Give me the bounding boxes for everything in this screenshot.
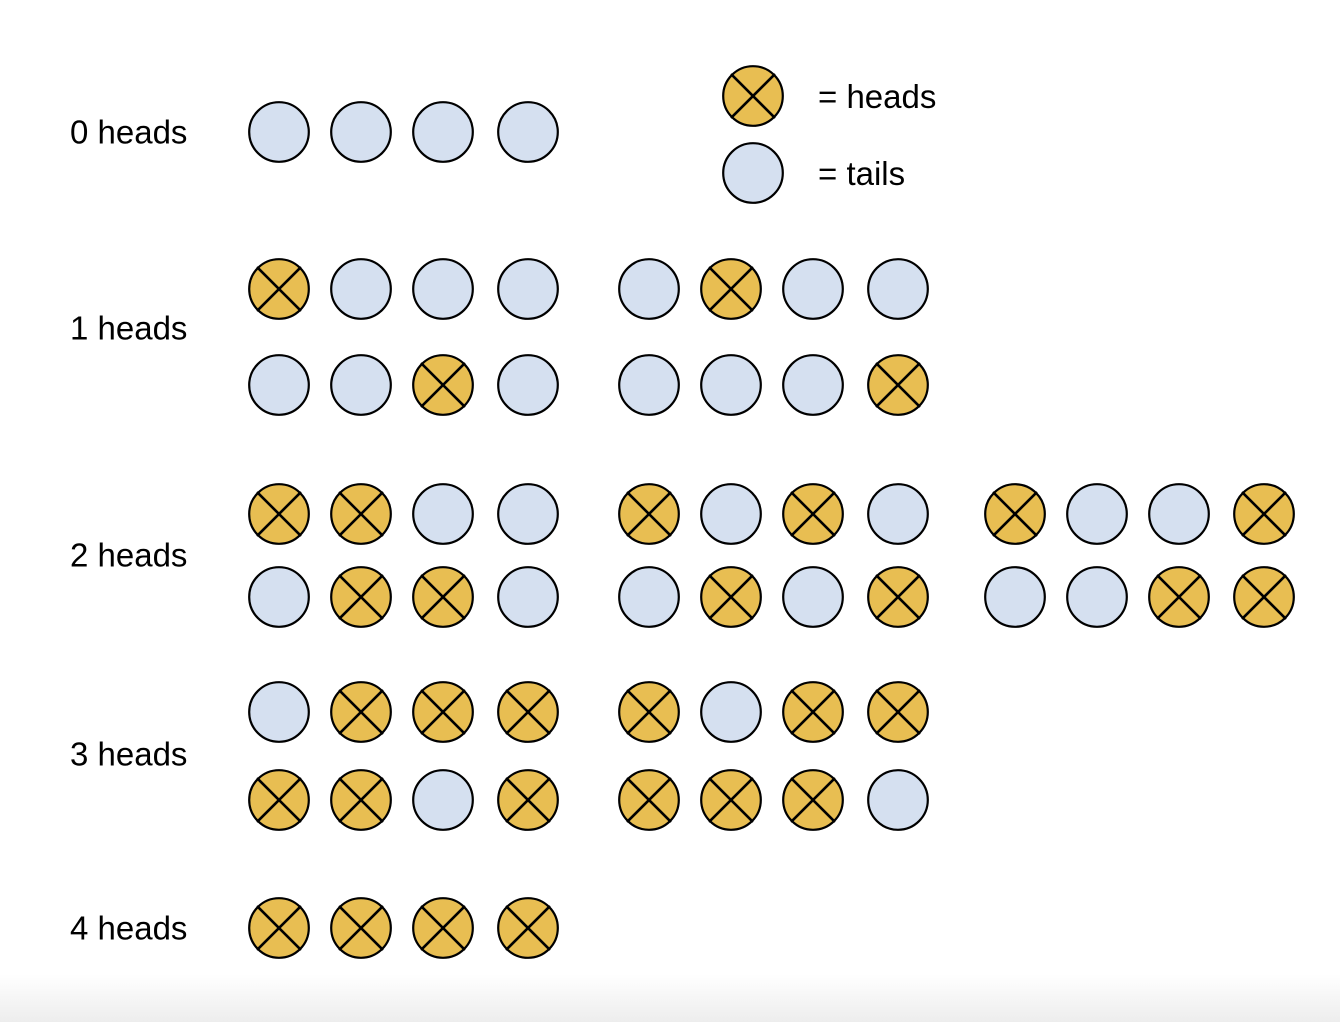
tails-coin bbox=[497, 483, 559, 545]
heads-coin bbox=[782, 681, 844, 743]
heads-coin bbox=[618, 681, 680, 743]
heads-coin bbox=[330, 681, 392, 743]
combination-TTHH bbox=[984, 566, 1296, 628]
tails-coin bbox=[497, 101, 559, 163]
tails-coin bbox=[248, 566, 310, 628]
tails-coin bbox=[867, 258, 929, 320]
heads-coin bbox=[782, 483, 844, 545]
tails-coin bbox=[497, 258, 559, 320]
heads-coin bbox=[330, 769, 392, 831]
heads-coin bbox=[412, 566, 474, 628]
tails-coin bbox=[412, 101, 474, 163]
heads-coin bbox=[330, 566, 392, 628]
tails-coin bbox=[1148, 483, 1210, 545]
legend-item-heads: = heads bbox=[722, 65, 936, 127]
tails-coin bbox=[412, 483, 474, 545]
combination-TTTH bbox=[618, 354, 930, 416]
tails-coin bbox=[867, 483, 929, 545]
bottom-fade bbox=[0, 974, 1340, 1022]
tails-coin bbox=[412, 769, 474, 831]
heads-coin bbox=[867, 566, 929, 628]
heads-coin bbox=[700, 566, 762, 628]
heads-coin bbox=[618, 769, 680, 831]
combination-HTTT bbox=[248, 258, 560, 320]
tails-coin bbox=[1066, 483, 1128, 545]
combination-THHT bbox=[248, 566, 560, 628]
tails-coin bbox=[782, 258, 844, 320]
tails-coin bbox=[618, 354, 680, 416]
heads-coin bbox=[497, 897, 559, 959]
heads-coin bbox=[618, 483, 680, 545]
combination-HHTT bbox=[248, 483, 560, 545]
tails-coin bbox=[248, 681, 310, 743]
combination-HHHT bbox=[618, 769, 930, 831]
tails-coin bbox=[1066, 566, 1128, 628]
row-label-2: 2 heads bbox=[70, 536, 188, 574]
combination-HHHH bbox=[248, 897, 560, 959]
heads-coin bbox=[248, 258, 310, 320]
heads-coin bbox=[1233, 483, 1295, 545]
tails-coin bbox=[700, 483, 762, 545]
combination-HTTH bbox=[984, 483, 1296, 545]
combination-THTT bbox=[618, 258, 930, 320]
tails-coin bbox=[330, 101, 392, 163]
tails-coin-icon bbox=[722, 142, 784, 204]
combination-THTH bbox=[618, 566, 930, 628]
heads-coin bbox=[700, 258, 762, 320]
combination-TTTT bbox=[248, 101, 560, 163]
combination-HTHH bbox=[618, 681, 930, 743]
tails-coin bbox=[248, 354, 310, 416]
legend-item-tails: = tails bbox=[722, 142, 905, 204]
tails-coin bbox=[248, 101, 310, 163]
heads-coin bbox=[412, 354, 474, 416]
combination-HTHT bbox=[618, 483, 930, 545]
heads-coin bbox=[497, 681, 559, 743]
tails-coin bbox=[700, 354, 762, 416]
row-label-0: 0 heads bbox=[70, 113, 188, 151]
heads-coin bbox=[984, 483, 1046, 545]
heads-coin bbox=[1148, 566, 1210, 628]
legend-heads-label: = heads bbox=[818, 77, 937, 115]
tails-coin bbox=[618, 258, 680, 320]
row-label-3: 3 heads bbox=[70, 735, 188, 773]
tails-coin bbox=[330, 258, 392, 320]
legend-tails-label: = tails bbox=[818, 154, 906, 192]
tails-coin bbox=[984, 566, 1046, 628]
combination-THHH bbox=[248, 681, 560, 743]
heads-coin bbox=[248, 769, 310, 831]
tails-coin bbox=[618, 566, 680, 628]
tails-coin bbox=[412, 258, 474, 320]
tails-coin bbox=[330, 354, 392, 416]
heads-coin bbox=[867, 681, 929, 743]
combination-HHTH bbox=[248, 769, 560, 831]
tails-coin bbox=[782, 354, 844, 416]
heads-coin bbox=[782, 769, 844, 831]
heads-coin bbox=[330, 897, 392, 959]
tails-coin bbox=[782, 566, 844, 628]
heads-coin bbox=[1233, 566, 1295, 628]
row-label-1: 1 heads bbox=[70, 309, 188, 347]
tails-coin bbox=[497, 354, 559, 416]
heads-coin bbox=[412, 897, 474, 959]
heads-coin bbox=[867, 354, 929, 416]
row-label-4: 4 heads bbox=[70, 909, 188, 947]
combination-TTHT bbox=[248, 354, 560, 416]
heads-coin bbox=[497, 769, 559, 831]
heads-coin bbox=[700, 769, 762, 831]
tails-coin bbox=[867, 769, 929, 831]
heads-coin-icon bbox=[722, 65, 784, 127]
tails-coin bbox=[700, 681, 762, 743]
tails-coin bbox=[497, 566, 559, 628]
heads-coin bbox=[248, 483, 310, 545]
heads-coin bbox=[412, 681, 474, 743]
heads-coin bbox=[330, 483, 392, 545]
heads-coin bbox=[248, 897, 310, 959]
